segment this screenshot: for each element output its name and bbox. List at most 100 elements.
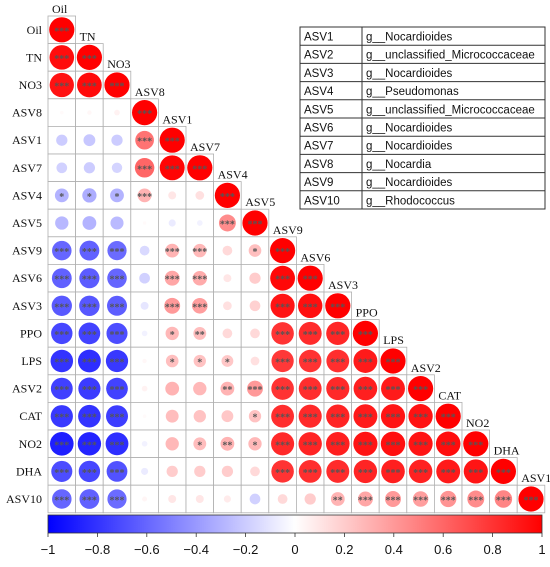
- corr-circle-asv9-tn: [79, 240, 100, 261]
- row-label-asv1: ASV1: [12, 133, 42, 147]
- corr-circle-asv9-asv9: [270, 238, 296, 264]
- correlation-grid: ****** ****** *** ********* ****** *** **** * * *…: [47, 15, 546, 514]
- sig-mark: ***: [165, 302, 180, 313]
- corr-circle-asv3-tn: [79, 295, 100, 317]
- corr-circle-cat-asv9: [271, 404, 295, 428]
- corr-circle-dha-lps: [381, 459, 405, 484]
- sig-mark: ***: [110, 247, 125, 258]
- corr-circle-asv10-asv10: [518, 486, 544, 512]
- corr-circle-asv6-asv6: [297, 265, 323, 291]
- corr-circle-asv4-asv8: [137, 188, 152, 203]
- corr-circle-dha-no3: [106, 461, 128, 482]
- sig-mark: ***: [54, 385, 69, 396]
- colorbar-tick-label: 0.2: [335, 542, 353, 557]
- corr-circle-tn-tn: [76, 44, 102, 70]
- cell-asv2-asv4: [213, 374, 242, 403]
- sig-mark: ***: [275, 247, 290, 258]
- corr-circle-asv1-asv8: [135, 130, 154, 150]
- sig-mark: ***: [330, 468, 345, 479]
- corr-circle-cat-asv8: [142, 414, 147, 418]
- corr-circle-no2-asv1: [165, 437, 179, 451]
- legend-asv: ASV3: [304, 68, 333, 80]
- sig-mark: ***: [54, 358, 69, 369]
- sig-mark: ***: [192, 275, 207, 286]
- corr-circle-cat-no3: [106, 405, 128, 428]
- row-label-no2: NO2: [19, 437, 42, 451]
- corr-circle-asv3-asv5: [249, 300, 261, 312]
- corr-circle-asv7-asv8: [134, 158, 155, 178]
- corr-circle-cat-tn: [78, 404, 101, 428]
- cell-asv6-asv5: [240, 263, 270, 293]
- sig-mark: ***: [386, 385, 401, 396]
- legend-asv: ASV5: [304, 104, 333, 116]
- sig-mark: ***: [441, 440, 456, 451]
- corr-circle-lps-asv8: [142, 358, 147, 364]
- sig-mark: ***: [54, 275, 69, 286]
- sig-mark: *: [253, 413, 258, 424]
- diag-label-asv1: ASV1: [162, 112, 192, 126]
- corr-circle-asv2-asv5: [247, 380, 263, 397]
- corr-circle-cat-asv6: [298, 404, 322, 428]
- corr-circle-dha-ppo: [353, 459, 378, 484]
- corr-circle-asv5-oil: [55, 216, 69, 230]
- sig-mark: ***: [441, 496, 456, 507]
- corr-circle-lps-lps: [380, 348, 406, 374]
- corr-circle-ppo-ppo: [352, 320, 378, 346]
- corr-circle-asv3-asv3: [325, 293, 351, 319]
- sig-mark: ***: [165, 247, 180, 258]
- sig-mark: ***: [54, 302, 69, 313]
- corr-circle-no2-oil: [49, 431, 74, 456]
- sig-mark: ***: [82, 302, 97, 313]
- legend-asv: ASV7: [304, 141, 333, 153]
- sig-mark: ***: [303, 440, 318, 451]
- corr-circle-dha-cat: [436, 459, 461, 484]
- corr-circle-asv2-asv7: [193, 381, 207, 396]
- sig-mark: ***: [165, 164, 180, 175]
- corr-circle-asv9-asv5: [248, 244, 262, 257]
- sig-mark: ***: [468, 496, 483, 507]
- corr-circle-asv9-asv8: [139, 245, 150, 256]
- corr-circle-lps-asv1: [165, 354, 179, 368]
- sig-mark: ***: [358, 330, 373, 341]
- sig-mark: ***: [275, 413, 290, 424]
- row-label-dha: DHA: [16, 464, 42, 478]
- sig-mark: ***: [192, 302, 207, 313]
- corr-circle-cat-asv7: [193, 410, 206, 423]
- sig-mark: ***: [275, 358, 290, 369]
- corr-circle-asv9-asv4: [222, 245, 233, 256]
- sig-mark: *: [253, 440, 258, 451]
- diag-label-dha: DHA: [494, 444, 520, 458]
- corr-circle-cat-ppo: [353, 404, 378, 429]
- corr-circle-lps-asv7: [193, 354, 206, 368]
- legend-genus: g__Nocardioides: [366, 68, 453, 80]
- sig-mark: ***: [54, 54, 69, 65]
- legend-asv: ASV10: [304, 195, 340, 207]
- corr-circle-ppo-asv9: [271, 322, 294, 345]
- diag-label-no3: NO3: [107, 57, 130, 71]
- corr-circle-dha-tn: [78, 460, 101, 483]
- corr-circle-asv2-asv9: [271, 377, 294, 400]
- legend-asv: ASV2: [304, 50, 333, 62]
- corr-circle-asv2-tn: [78, 377, 101, 400]
- corr-circle-asv8-tn: [87, 110, 92, 115]
- legend-genus: g__Nocardioides: [366, 177, 453, 189]
- corr-circle-asv3-asv8: [140, 301, 149, 310]
- corr-circle-asv10-dha: [494, 490, 513, 508]
- sig-mark: ***: [330, 302, 345, 313]
- corr-circle-no2-ppo: [353, 431, 378, 456]
- corr-circle-no2-asv7: [193, 437, 207, 451]
- sig-mark: ***: [110, 302, 125, 313]
- sig-mark: ***: [386, 468, 401, 479]
- sig-mark: ***: [110, 358, 125, 369]
- colorbar-tick-label: 0.4: [385, 542, 403, 557]
- corr-circle-asv4-oil: [54, 188, 69, 203]
- corr-circle-asv5-tn: [82, 216, 97, 230]
- legend-genus: g__Pseudomonas: [366, 86, 459, 98]
- sig-mark: ***: [54, 247, 69, 258]
- row-label-asv6: ASV6: [12, 271, 42, 285]
- corr-circle-dha-asv2: [408, 459, 433, 484]
- corr-circle-cat-asv5: [248, 410, 262, 423]
- corr-circle-asv2-oil: [50, 377, 73, 400]
- corr-circle-no3-tn: [77, 72, 102, 98]
- diag-label-asv2: ASV2: [411, 361, 441, 375]
